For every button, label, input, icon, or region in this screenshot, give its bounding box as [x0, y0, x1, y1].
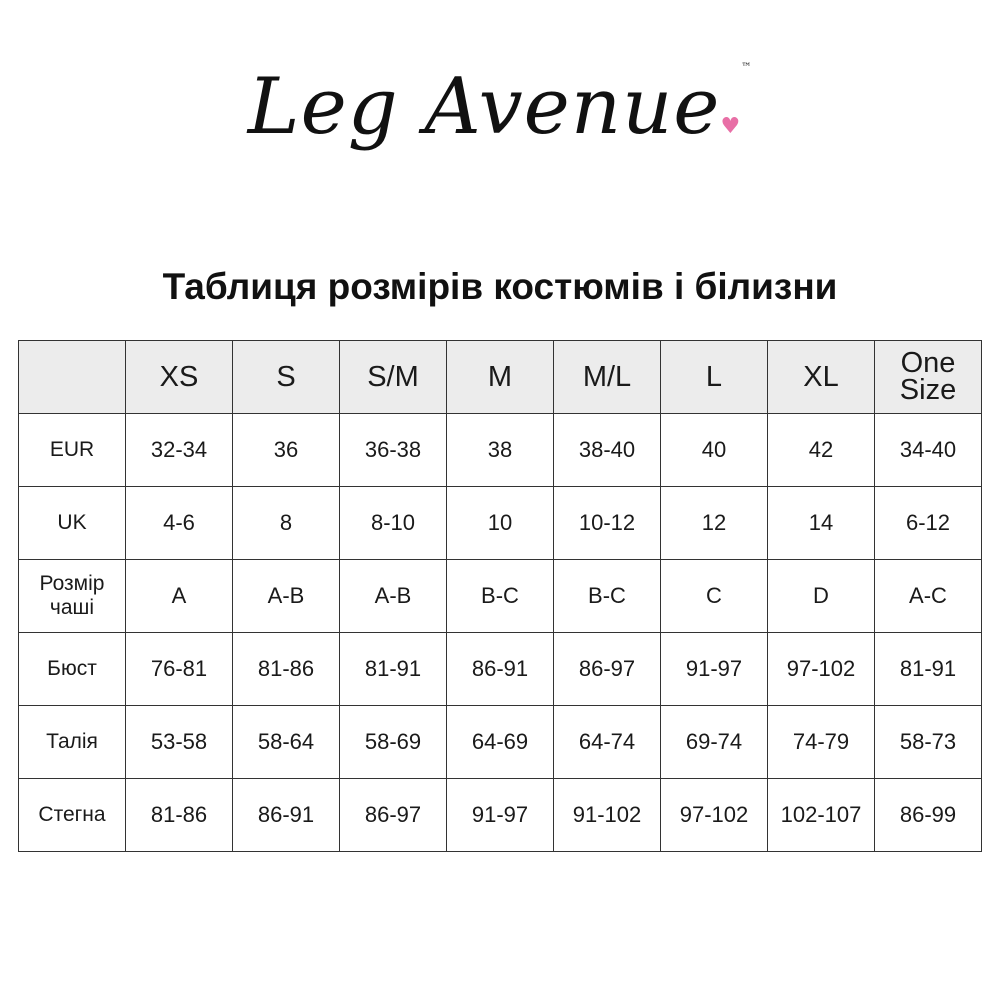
table-cell: 12 — [660, 486, 768, 560]
table-row: Розмір чаші A A-B A-B B-C B-C C D A-C — [18, 559, 982, 633]
row-label: Розмір чаші — [18, 559, 126, 633]
table-cell: A-B — [232, 559, 340, 633]
table-cell: 74-79 — [767, 705, 875, 779]
table-cell: 86-97 — [339, 778, 447, 852]
page-title: Таблиця розмірів костюмів і білизни — [162, 266, 838, 307]
table-cell: A-B — [339, 559, 447, 633]
table-cell: 91-97 — [660, 632, 768, 706]
table-cell: D — [767, 559, 875, 633]
table-cell: 58-64 — [232, 705, 340, 779]
row-label: Стегна — [18, 778, 126, 852]
column-header: S/M — [339, 340, 447, 414]
column-header — [18, 340, 126, 414]
table-cell: 38 — [446, 413, 554, 487]
table-row: Бюст 76-81 81-86 81-91 86-91 86-97 91-97 97-102… — [18, 632, 982, 706]
trademark: ™ — [741, 62, 753, 73]
table-cell: 40 — [660, 413, 768, 487]
table-cell: 64-74 — [553, 705, 661, 779]
column-header: M/L — [553, 340, 661, 414]
table-row: EUR 32-34 36 36-38 38 38-40 40 42 34-40 — [18, 413, 982, 487]
table-cell: 102-107 — [767, 778, 875, 852]
column-header: S — [232, 340, 340, 414]
table-cell: 4-6 — [125, 486, 233, 560]
table-cell: 81-86 — [232, 632, 340, 706]
table-cell: 6-12 — [874, 486, 982, 560]
column-header: M — [446, 340, 554, 414]
table-row: Талія 53-58 58-64 58-69 64-69 64-74 69-74 74-79… — [18, 705, 982, 779]
table-cell: 36 — [232, 413, 340, 487]
row-label: EUR — [18, 413, 126, 487]
table-cell: 97-102 — [660, 778, 768, 852]
table-cell: 58-73 — [874, 705, 982, 779]
table-cell: A-C — [874, 559, 982, 633]
table-cell: 81-91 — [339, 632, 447, 706]
row-label: Талія — [18, 705, 126, 779]
table-cell: 53-58 — [125, 705, 233, 779]
table-cell: 10 — [446, 486, 554, 560]
leg-avenue-logo: Leg Avenue♥ ™ — [0, 62, 1000, 152]
row-label: UK — [18, 486, 126, 560]
table-cell: 81-91 — [874, 632, 982, 706]
table-cell: 34-40 — [874, 413, 982, 487]
column-header: One Size — [874, 340, 982, 414]
table-cell: 8-10 — [339, 486, 447, 560]
table-cell: 32-34 — [125, 413, 233, 487]
heart-icon: ♥ — [720, 114, 742, 139]
table-cell: 8 — [232, 486, 340, 560]
table-cell: 97-102 — [767, 632, 875, 706]
table-cell: 86-97 — [553, 632, 661, 706]
table-cell: 69-74 — [660, 705, 768, 779]
table-cell: 91-102 — [553, 778, 661, 852]
table-cell: 76-81 — [125, 632, 233, 706]
table-cell: 91-97 — [446, 778, 554, 852]
size-chart-table: XS S S/M M M/L L XL One Size EUR 32-34 36 36-38 38 3… — [18, 340, 982, 852]
table-cell: A — [125, 559, 233, 633]
table-cell: 58-69 — [339, 705, 447, 779]
table-cell: 36-38 — [339, 413, 447, 487]
table-cell: 10-12 — [553, 486, 661, 560]
table-cell: 38-40 — [553, 413, 661, 487]
table-cell: B-C — [446, 559, 554, 633]
table-cell: 86-99 — [874, 778, 982, 852]
header-row: XS S S/M M M/L L XL One Size — [18, 340, 982, 414]
column-header: L — [660, 340, 768, 414]
table-cell: 14 — [767, 486, 875, 560]
table-row: UK 4-6 8 8-10 10 10-12 12 14 6-12 — [18, 486, 982, 560]
table-row: Стегна 81-86 86-91 86-97 91-97 91-102 97-102 10… — [18, 778, 982, 852]
column-header: XS — [125, 340, 233, 414]
table-cell: 86-91 — [232, 778, 340, 852]
table-cell: 86-91 — [446, 632, 554, 706]
column-header: XL — [767, 340, 875, 414]
table-cell: B-C — [553, 559, 661, 633]
table-cell: 64-69 — [446, 705, 554, 779]
row-label: Бюст — [18, 632, 126, 706]
table-cell: 81-86 — [125, 778, 233, 852]
table-cell: 42 — [767, 413, 875, 487]
logo-text: Leg Avenue — [247, 62, 721, 152]
table-cell: C — [660, 559, 768, 633]
